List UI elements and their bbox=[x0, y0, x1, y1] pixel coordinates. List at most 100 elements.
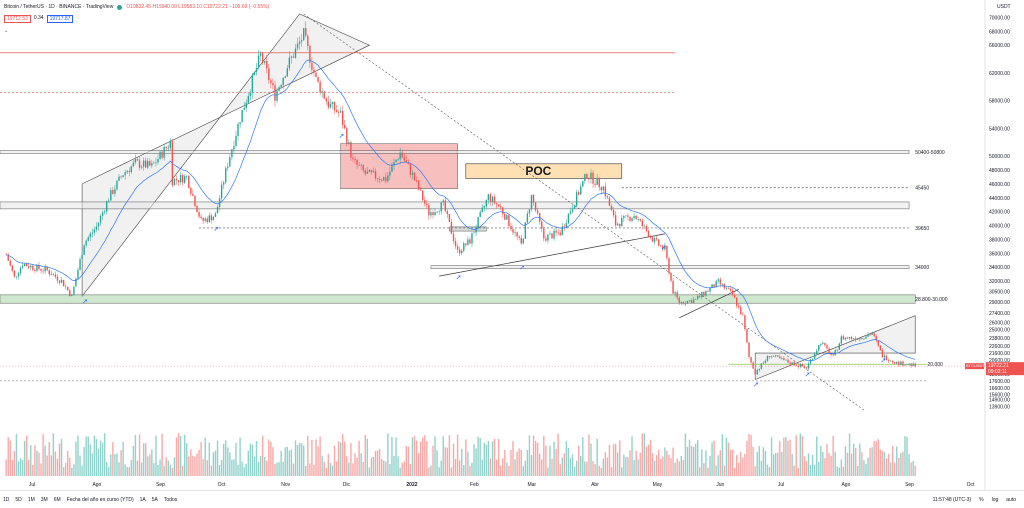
candle-body bbox=[694, 298, 697, 300]
candle-body bbox=[167, 147, 169, 149]
timeframe-5[interactable]: Fecha del año en curso (YTD) bbox=[66, 496, 134, 503]
y-tick-label: 29000.00 bbox=[989, 300, 1010, 306]
volume-bar bbox=[323, 461, 325, 476]
candle-body bbox=[399, 152, 401, 160]
candle-body bbox=[368, 169, 371, 172]
volume-bar bbox=[403, 461, 405, 476]
volume-bar bbox=[752, 446, 754, 476]
volume-bar bbox=[198, 449, 200, 476]
candle-body bbox=[830, 353, 832, 355]
pivot-arrow-icon: ➚ bbox=[82, 299, 88, 306]
timeframe-3[interactable]: 3M bbox=[40, 496, 48, 503]
volume-bar bbox=[222, 443, 225, 476]
candle-body bbox=[52, 274, 55, 276]
volume-bar bbox=[325, 467, 327, 476]
volume-bar bbox=[112, 442, 114, 476]
y-tick-label: 20600.00 bbox=[989, 358, 1010, 364]
volume-bar bbox=[586, 461, 588, 476]
candle-body bbox=[473, 232, 475, 234]
volume-bar bbox=[506, 462, 508, 476]
candle-body bbox=[327, 101, 330, 108]
volume-bar bbox=[530, 455, 533, 476]
candle-body bbox=[409, 164, 412, 175]
timeframe-8[interactable]: Todos bbox=[163, 496, 178, 503]
volume-bar bbox=[385, 461, 387, 476]
candle-body bbox=[136, 159, 139, 161]
volume-bar bbox=[877, 439, 879, 476]
buy-price-button[interactable]: 19717.87 bbox=[46, 15, 74, 23]
volume-bar bbox=[772, 454, 775, 476]
candle-body bbox=[364, 170, 366, 174]
candle-body bbox=[188, 176, 190, 188]
candle-body bbox=[7, 254, 9, 261]
candle-body bbox=[124, 172, 126, 176]
x-tick-label: May bbox=[653, 482, 663, 488]
candle-body bbox=[448, 213, 451, 223]
volume-bar bbox=[522, 466, 524, 476]
volume-bar bbox=[582, 437, 584, 476]
volume-bar bbox=[551, 458, 553, 476]
candle-body bbox=[855, 338, 857, 340]
volume-bar bbox=[811, 454, 814, 476]
timeframe-6[interactable]: 1A bbox=[139, 496, 146, 503]
candle-body bbox=[477, 217, 479, 228]
pivot-arrow-icon: ➚ bbox=[880, 358, 886, 365]
log-toggle[interactable]: log bbox=[991, 496, 999, 503]
volume-bar bbox=[871, 447, 873, 476]
candle-body bbox=[594, 183, 596, 185]
candle-body bbox=[522, 238, 524, 244]
volume-bar bbox=[785, 437, 787, 476]
candle-body bbox=[278, 87, 280, 91]
volume-bar bbox=[42, 434, 44, 476]
candle-body bbox=[649, 236, 652, 238]
candle-body bbox=[391, 165, 393, 172]
level-label: 20.000 bbox=[928, 362, 944, 368]
symbol-title[interactable]: Bitcoin / TetherUS · 1D · BINANCE · Trad… bbox=[4, 4, 114, 10]
candle-body bbox=[75, 278, 77, 287]
volume-bar bbox=[797, 467, 799, 476]
candle-body bbox=[582, 181, 584, 187]
sell-price-button[interactable]: 19712.53 bbox=[4, 15, 31, 23]
candle-body bbox=[824, 343, 826, 346]
timeframe-7[interactable]: 5A bbox=[151, 496, 158, 503]
volume-bar bbox=[504, 449, 506, 476]
candle-body bbox=[711, 284, 713, 288]
candle-body bbox=[748, 342, 750, 358]
volume-bar bbox=[169, 464, 172, 476]
y-tick-label: 30500.00 bbox=[989, 289, 1010, 295]
candle-body bbox=[151, 163, 153, 166]
candle-body bbox=[559, 232, 561, 235]
volume-bar bbox=[442, 436, 444, 476]
candle-body bbox=[446, 211, 449, 214]
candle-body bbox=[779, 356, 781, 359]
percent-toggle[interactable]: % bbox=[979, 496, 984, 503]
candle-body bbox=[71, 294, 73, 296]
candle-body bbox=[81, 254, 83, 260]
volume-bar bbox=[867, 457, 869, 476]
timeframe-4[interactable]: 6M bbox=[53, 496, 61, 503]
candle-body bbox=[323, 91, 325, 99]
volume-bar bbox=[688, 439, 691, 476]
volume-bar bbox=[738, 462, 740, 476]
volume-bar bbox=[674, 462, 676, 476]
volume-bar bbox=[243, 467, 245, 476]
timeframe-2[interactable]: 1M bbox=[27, 496, 35, 503]
y-tick-label: 44000.00 bbox=[989, 196, 1010, 202]
indicator-toggle-icon[interactable]: ⌄ bbox=[4, 28, 9, 34]
volume-bar bbox=[682, 460, 685, 476]
volume-bar bbox=[666, 450, 668, 476]
y-tick-label: 23800.00 bbox=[989, 336, 1010, 342]
timeframe-1[interactable]: 5D bbox=[15, 496, 22, 503]
candle-body bbox=[846, 337, 849, 339]
volume-bar bbox=[218, 465, 221, 476]
candle-body bbox=[157, 159, 159, 163]
timeframe-0[interactable]: 1D bbox=[3, 496, 10, 503]
y-tick-label: 14900.00 bbox=[989, 398, 1010, 404]
candle-body bbox=[204, 218, 206, 221]
auto-toggle[interactable]: auto bbox=[1006, 496, 1016, 503]
volume-bar bbox=[444, 447, 447, 476]
candle-body bbox=[481, 207, 483, 212]
candle-body bbox=[19, 267, 22, 274]
volume-bar bbox=[407, 446, 410, 476]
